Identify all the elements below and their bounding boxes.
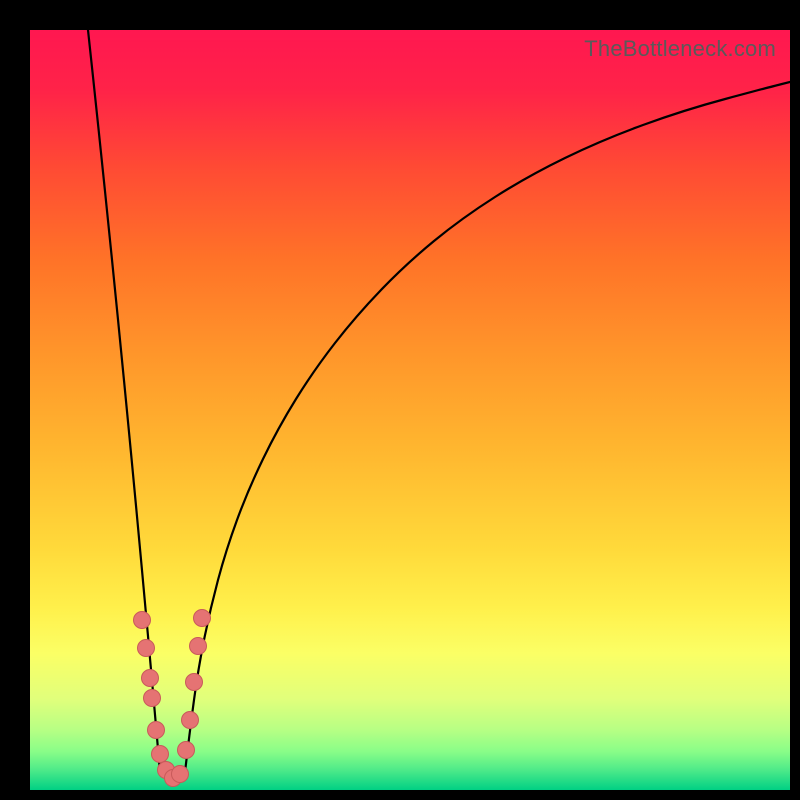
chart-overlay [30, 30, 790, 790]
marker-point [172, 766, 189, 783]
markers-group [134, 610, 211, 787]
marker-point [134, 612, 151, 629]
marker-point [144, 690, 161, 707]
bottleneck-curve [88, 30, 790, 777]
marker-point [182, 712, 199, 729]
marker-point [148, 722, 165, 739]
marker-point [194, 610, 211, 627]
marker-point [138, 640, 155, 657]
marker-point [190, 638, 207, 655]
marker-point [186, 674, 203, 691]
marker-point [142, 670, 159, 687]
watermark-text: TheBottleneck.com [584, 36, 776, 62]
marker-point [178, 742, 195, 759]
plot-area: TheBottleneck.com [30, 30, 790, 790]
chart-frame: TheBottleneck.com [0, 0, 800, 800]
marker-point [152, 746, 169, 763]
